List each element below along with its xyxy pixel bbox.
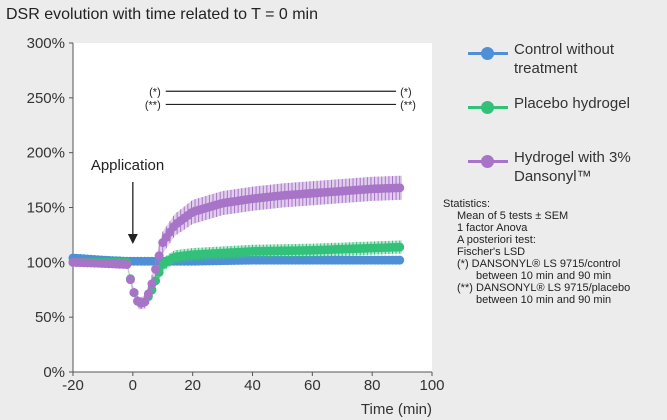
x-tick-label: 0 bbox=[129, 377, 137, 394]
legend-label-dansonyl: Hydrogel with 3% Dansonyl™ bbox=[514, 149, 631, 185]
data-point bbox=[395, 183, 405, 193]
chart-title: DSR evolution with time related to T = 0… bbox=[6, 6, 318, 23]
statistics-note: Statistics: Mean of 5 tests ± SEM 1 fact… bbox=[443, 198, 630, 306]
stats-line: between 10 min and 90 min bbox=[476, 294, 612, 306]
data-point bbox=[147, 279, 157, 289]
significance-label-control: (*) bbox=[149, 86, 161, 98]
x-axis-label: Time (min) bbox=[361, 401, 432, 418]
stats-line: between 10 min and 90 min bbox=[476, 270, 612, 282]
stats-line: 1 factor Anova bbox=[457, 222, 528, 234]
x-tick-label: 100 bbox=[419, 377, 444, 394]
y-tick-label: 300% bbox=[27, 35, 65, 52]
significance-label-placebo: (**) bbox=[400, 99, 416, 111]
data-point bbox=[151, 264, 161, 274]
legend-item-placebo: Placebo hydrogel bbox=[468, 94, 664, 124]
data-point bbox=[143, 289, 153, 299]
series-2 bbox=[68, 175, 405, 310]
x-tick-label: 60 bbox=[304, 377, 321, 394]
legend-swatch-dot-control bbox=[481, 47, 494, 60]
stats-line: Mean of 5 tests ± SEM bbox=[457, 210, 569, 222]
data-point bbox=[129, 288, 139, 298]
stats-line: (**) DANSONYL® LS 9715/placebo bbox=[457, 282, 631, 294]
data-point bbox=[395, 242, 405, 252]
data-point bbox=[122, 260, 132, 270]
legend-label-placebo: Placebo hydrogel bbox=[514, 95, 630, 112]
legend-item-control: Control without treatment bbox=[468, 40, 664, 77]
y-tick-label: 150% bbox=[27, 200, 65, 217]
data-point bbox=[140, 297, 150, 307]
legend-swatch-dot-dansonyl bbox=[481, 155, 494, 168]
legend: Control without treatment Placebo hydrog… bbox=[468, 40, 664, 202]
data-point bbox=[125, 275, 135, 285]
x-tick-label: -20 bbox=[62, 377, 84, 394]
application-label: Application bbox=[91, 157, 164, 174]
y-tick-label: 0% bbox=[43, 364, 65, 381]
stats-line: (*) DANSONYL® LS 9715/control bbox=[457, 258, 621, 270]
y-tick-label: 50% bbox=[35, 309, 65, 326]
significance-label-placebo: (**) bbox=[145, 99, 161, 111]
legend-swatch-dot-placebo bbox=[481, 101, 494, 114]
data-point bbox=[154, 251, 164, 261]
y-tick-label: 100% bbox=[27, 254, 65, 271]
stats-heading: Statistics: bbox=[443, 198, 491, 210]
significance-label-control: (*) bbox=[400, 86, 412, 98]
legend-label-control: Control without treatment bbox=[514, 41, 615, 77]
stats-line: A posteriori test: bbox=[457, 234, 536, 246]
legend-item-dansonyl: Hydrogel with 3% Dansonyl™ bbox=[468, 148, 664, 185]
data-point bbox=[395, 255, 405, 265]
y-tick-label: 250% bbox=[27, 90, 65, 107]
x-tick-label: 20 bbox=[184, 377, 201, 394]
x-tick-label: 40 bbox=[244, 377, 261, 394]
x-tick-label: 80 bbox=[364, 377, 381, 394]
stats-line: Fischer's LSD bbox=[457, 246, 526, 258]
application-arrow-head bbox=[127, 234, 138, 244]
y-tick-label: 200% bbox=[27, 145, 65, 162]
